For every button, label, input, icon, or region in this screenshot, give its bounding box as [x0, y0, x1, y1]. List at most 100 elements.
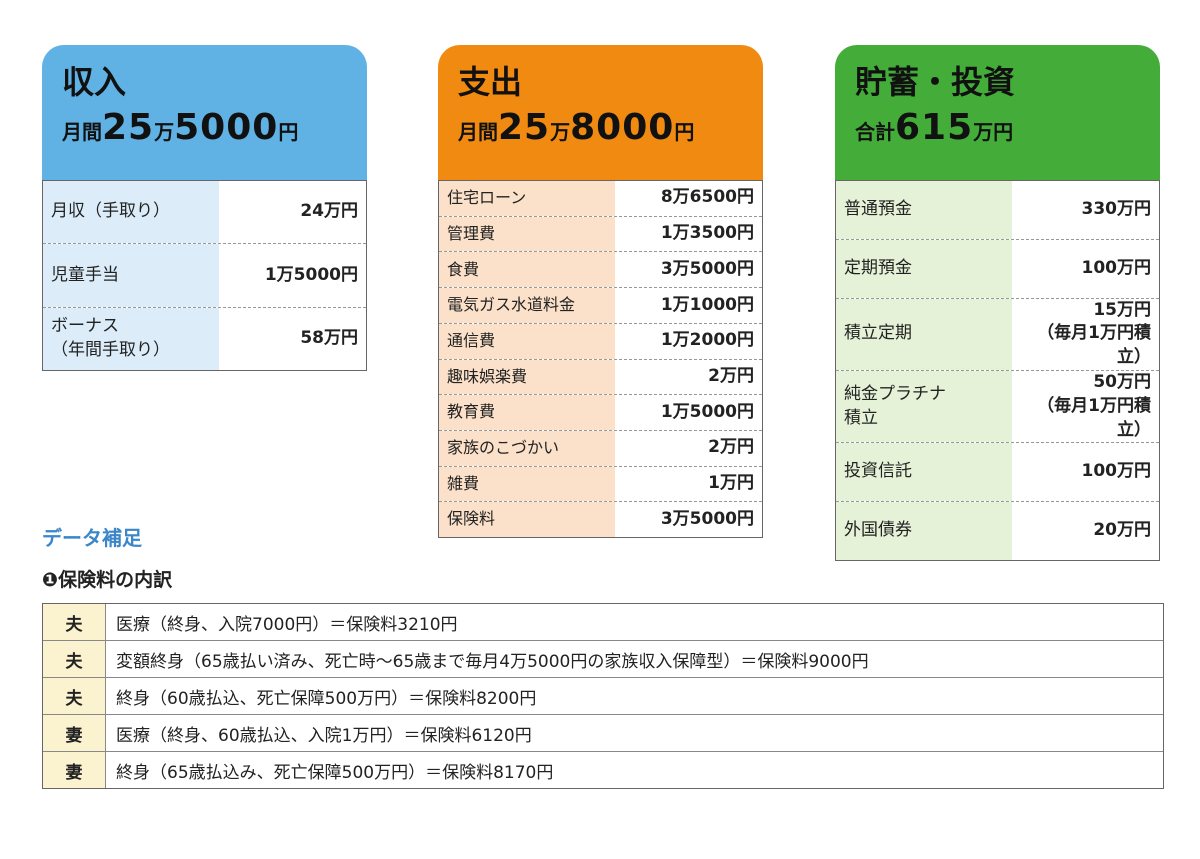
table-row: 積立定期 15万円 （毎月1万円積立） — [836, 297, 1159, 371]
table-row: ボーナス （年間手取り） 58万円 — [43, 306, 366, 370]
amount-part: 25 — [498, 107, 551, 148]
table-row: 月収（手取り） 24万円 — [43, 180, 366, 244]
row-label: 普通預金 — [836, 181, 1012, 239]
notes-subheading: ❶保険料の内訳 — [42, 569, 173, 591]
card-table: 住宅ローン 8万6500円 管理費 1万3500円 食費 3万5000円 電気ガス水道料金 1… — [438, 180, 763, 538]
insurance-row: 夫変額終身（65歳払い済み、死亡時～65歳まで毎月4万5000円の家族収入保障型… — [43, 640, 1163, 677]
row-value: 100万円 — [1081, 257, 1152, 278]
row-value: 20万円 — [1093, 520, 1151, 541]
row-value: 24万円 — [300, 201, 358, 222]
table-row: 雑費 1万円 — [439, 465, 762, 502]
insurance-detail: 医療（終身、入院7000円）＝保険料3210円 — [116, 614, 458, 635]
table-row: 管理費 1万3500円 — [439, 215, 762, 252]
insurance-row: 妻医療（終身、60歳払込、入院1万円）＝保険料6120円 — [43, 714, 1163, 751]
table-row: 家族のこづかい 2万円 — [439, 429, 762, 466]
row-value: 3万5000円 — [660, 508, 754, 529]
insurance-table: 夫医療（終身、入院7000円）＝保険料3210円夫変額終身（65歳払い済み、死亡… — [42, 603, 1164, 789]
summary-card: 支出月間25万8000円住宅ローン 8万6500円管理費 1万3500円食費 3万50… — [438, 45, 763, 538]
amount-part: 合計 — [855, 120, 895, 144]
row-value: 1万1000円 — [660, 294, 754, 315]
row-label: 通信費 — [439, 323, 615, 359]
amount-part: 円 — [674, 120, 695, 144]
notes-heading: データ補足 — [42, 526, 142, 550]
insured-person: 妻 — [43, 752, 106, 788]
row-label: 純金プラチナ 積立 — [836, 371, 1012, 443]
amount-part: 25 — [102, 107, 155, 148]
row-value: 50万円 （毎月1万円積立） — [1037, 372, 1151, 440]
card-amount: 月間25万8000円 — [458, 107, 743, 148]
row-value: 100万円 — [1081, 461, 1152, 482]
row-label: 投資信託 — [836, 443, 1012, 502]
table-row: 投資信託 100万円 — [836, 442, 1159, 502]
row-value: 1万3500円 — [660, 223, 754, 244]
row-label: 家族のこづかい — [439, 430, 615, 466]
card-title: 収入 — [62, 63, 127, 101]
table-row: 教育費 1万5000円 — [439, 394, 762, 430]
table-row: 児童手当 1万5000円 — [43, 243, 366, 307]
amount-part: 円 — [278, 120, 299, 144]
amount-part: 万円 — [973, 120, 1014, 144]
amount-part: 8000 — [570, 107, 675, 148]
insured-person: 夫 — [43, 678, 106, 714]
row-value: 3万5000円 — [660, 258, 754, 279]
row-label: 食費 — [439, 252, 615, 288]
row-label: 保険料 — [439, 502, 615, 538]
insured-person: 妻 — [43, 715, 106, 751]
card-table: 月収（手取り） 24万円児童手当 1万5000円 ボーナス （年間手取り） 58万円 — [42, 180, 367, 371]
row-label: 趣味娯楽費 — [439, 359, 615, 395]
amount-part: 万 — [154, 120, 175, 144]
row-label: 定期預金 — [836, 239, 1012, 298]
row-value: 15万円 （毎月1万円積立） — [1037, 299, 1151, 368]
row-value: 1万5000円 — [264, 264, 358, 285]
amount-part: 万 — [550, 120, 571, 144]
insurance-detail: 終身（60歳払込、死亡保障500万円）＝保険料8200円 — [116, 688, 537, 709]
insured-person: 夫 — [43, 641, 106, 677]
row-label: 月収（手取り） — [43, 181, 219, 244]
row-value: 1万円 — [708, 473, 754, 494]
table-row: 趣味娯楽費 2万円 — [439, 358, 762, 395]
card-header: 収入月間25万5000円 — [42, 45, 367, 180]
row-value: 58万円 — [300, 327, 358, 348]
table-row: 保険料 3万5000円 — [439, 501, 762, 538]
row-label: 積立定期 — [836, 298, 1012, 371]
table-row: 普通預金 330万円 — [836, 180, 1159, 239]
row-label: 電気ガス水道料金 — [439, 288, 615, 323]
insurance-detail: 終身（65歳払込み、死亡保障500万円）＝保険料8170円 — [116, 762, 554, 783]
insurance-detail: 医療（終身、60歳払込、入院1万円）＝保険料6120円 — [116, 725, 532, 746]
row-value: 330万円 — [1081, 199, 1152, 219]
table-row: 住宅ローン 8万6500円 — [439, 180, 762, 216]
row-value: 8万6500円 — [660, 187, 754, 208]
row-label: 教育費 — [439, 395, 615, 430]
card-amount: 月間25万5000円 — [62, 107, 347, 148]
table-row: 電気ガス水道料金 1万1000円 — [439, 287, 762, 323]
row-label: ボーナス （年間手取り） — [43, 307, 219, 370]
insurance-detail: 変額終身（65歳払い済み、死亡時～65歳まで毎月4万5000円の家族収入保障型）… — [116, 651, 869, 672]
amount-part: 615 — [895, 107, 974, 148]
row-value: 2万円 — [708, 365, 754, 386]
insurance-row: 夫医療（終身、入院7000円）＝保険料3210円 — [43, 604, 1163, 640]
row-label: 住宅ローン — [439, 181, 615, 216]
summary-card: 貯蓄・投資 合計615万円 普通預金 330万円 定期預金 100万円 積立定期 15万円 （… — [835, 45, 1160, 561]
amount-part: 月間 — [62, 120, 102, 144]
amount-part: 5000 — [174, 107, 279, 148]
table-row: 通信費 1万2000円 — [439, 322, 762, 359]
row-label: 雑費 — [439, 466, 615, 502]
card-amount: 合計615万円 — [855, 107, 1140, 148]
card-title: 支出 — [458, 63, 523, 101]
row-value: 2万円 — [708, 437, 754, 458]
insurance-row: 夫終身（60歳払込、死亡保障500万円）＝保険料8200円 — [43, 677, 1163, 714]
row-label: 管理費 — [439, 216, 615, 252]
insurance-row: 妻終身（65歳払込み、死亡保障500万円）＝保険料8170円 — [43, 751, 1163, 788]
row-value: 1万2000円 — [660, 330, 754, 351]
summary-card: 収入月間25万5000円月収（手取り） 24万円児童手当 1万5000円 ボーナス （… — [42, 45, 367, 371]
row-value: 1万5000円 — [660, 401, 754, 422]
table-row: 食費 3万5000円 — [439, 251, 762, 288]
amount-part: 月間 — [458, 120, 498, 144]
table-row: 外国債券 20万円 — [836, 501, 1159, 561]
card-header: 貯蓄・投資合計615万円 — [835, 45, 1160, 180]
table-row: 定期預金 100万円 — [836, 238, 1159, 298]
table-row: 純金プラチナ 積立 50万円 （毎月1万円積立） — [836, 370, 1159, 443]
card-title: 貯蓄・投資 — [855, 63, 1016, 101]
card-table: 普通預金 330万円 定期預金 100万円 積立定期 15万円 （毎月1万円積立） 純金プラ… — [835, 180, 1160, 561]
